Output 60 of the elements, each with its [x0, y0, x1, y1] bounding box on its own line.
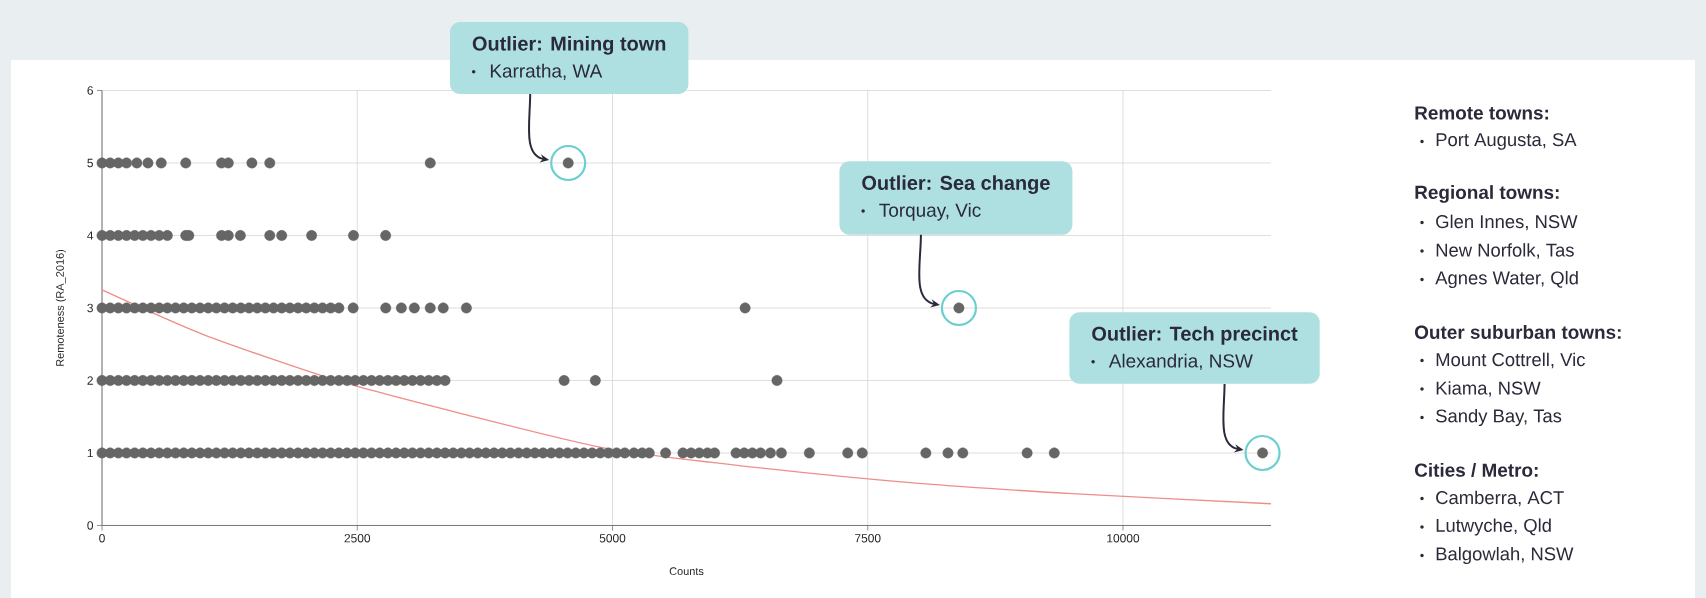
y-tick-label: 0: [87, 521, 94, 530]
text: Sandy Bay, Tas: [1436, 408, 1562, 427]
point: [246, 157, 258, 169]
text: Port Augusta, SA: [1436, 133, 1577, 150]
x-tick-label: 5000: [599, 534, 626, 543]
text: Glen Innes, NSW: [1436, 214, 1578, 231]
y-axis-title: Remoteness (RA_2016): [55, 249, 67, 366]
text: Kiama, NSW: [1436, 381, 1541, 397]
y-tick-label: 6: [87, 86, 93, 95]
text: Lutwyche, Qld: [1436, 518, 1551, 536]
point: [380, 230, 392, 241]
x-tick-label: 2500: [344, 534, 371, 543]
point: [461, 302, 472, 314]
x-axis-title: Counts: [669, 567, 704, 576]
annotation: Alexandria, NSW: [1108, 353, 1253, 370]
annotation: Outlier: Sea change: [862, 175, 1050, 194]
text: Remote towns:: [1415, 106, 1549, 120]
x-tick-label: 7500: [855, 534, 881, 543]
y-tick-label: 4: [87, 231, 94, 240]
text: Regional towns:: [1415, 185, 1559, 203]
point: [306, 230, 318, 241]
text: Balgowlah, NSW: [1436, 546, 1574, 565]
y-tick-label: 1: [87, 448, 93, 458]
text: New Norfolk, Tas: [1436, 243, 1574, 259]
point: [589, 375, 601, 386]
point: [264, 157, 276, 169]
point: [380, 302, 392, 314]
point: [276, 230, 288, 241]
point: [142, 157, 154, 169]
y-tick-label: 2: [87, 376, 93, 385]
point: [558, 375, 570, 386]
text: Outer suburban towns:: [1414, 325, 1621, 339]
point: [408, 302, 420, 314]
y-tick-label: 3: [87, 303, 93, 313]
text: Camberra, ACT: [1436, 490, 1564, 507]
point: [333, 302, 345, 314]
annotation: Outlier: Tech precinct: [1092, 326, 1298, 345]
point: [348, 230, 359, 241]
text: Cities / Metro:: [1414, 462, 1538, 478]
x-tick-label: 10000: [1107, 534, 1140, 543]
text: Karratha, WA: [490, 63, 603, 80]
point: [739, 302, 751, 314]
text: Outlier: Mining town: [472, 36, 666, 55]
point: [437, 302, 449, 314]
point: [180, 157, 192, 169]
point: [347, 302, 359, 314]
point: [155, 157, 167, 169]
point: [395, 302, 407, 314]
point: [234, 230, 246, 241]
point: [424, 157, 436, 169]
text: Agnes Water, Qld: [1435, 270, 1578, 289]
point: [771, 375, 783, 386]
y-tick-label: 5: [87, 158, 93, 168]
point: [424, 302, 436, 314]
text: Mount Cottrell, Vic: [1436, 352, 1585, 369]
point: [121, 157, 132, 169]
annotation: Torquay, Vic: [879, 202, 981, 221]
x-tick-label: 0: [99, 534, 105, 543]
point: [264, 230, 276, 241]
point: [131, 157, 143, 169]
